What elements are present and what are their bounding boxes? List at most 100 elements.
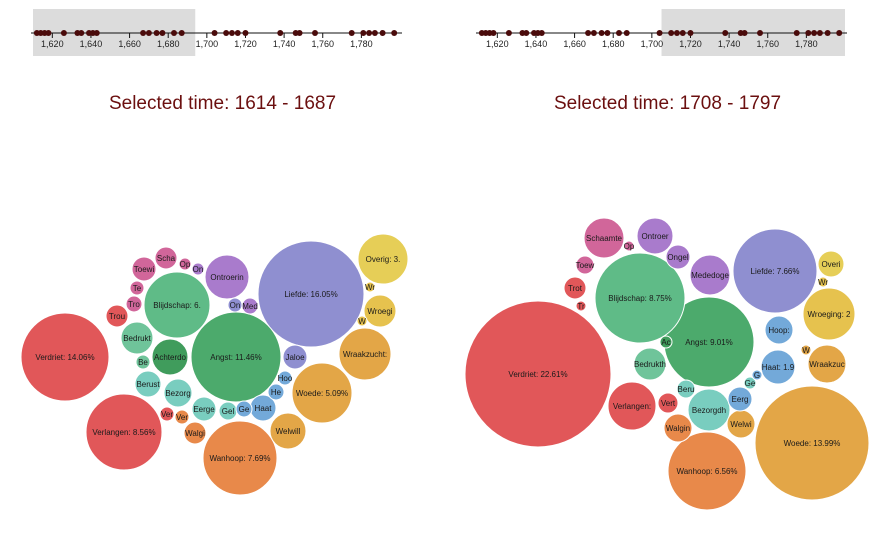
timeline-event-dot[interactable] — [312, 30, 319, 36]
bubble-circle[interactable] — [178, 257, 192, 271]
bubble-trouw[interactable]: Trou — [105, 304, 129, 328]
bubble-eergevoel[interactable]: Eerg — [727, 386, 753, 412]
bubble-circle[interactable] — [667, 431, 747, 511]
bubble-circle[interactable] — [154, 246, 178, 270]
bubble-circle[interactable] — [204, 254, 250, 300]
bubble-circle[interactable] — [135, 354, 151, 370]
bubble-trots[interactable]: Trot — [563, 276, 587, 300]
bubble-circle[interactable] — [594, 252, 686, 344]
timeline-event-dot[interactable] — [687, 30, 694, 36]
bubble-wrevel[interactable]: Wr — [364, 281, 376, 293]
timeline-event-dot[interactable] — [623, 30, 630, 36]
bubble-circle[interactable] — [235, 400, 253, 418]
bubble-toewijding[interactable]: Toew — [575, 255, 595, 275]
timeline-event-dot[interactable] — [45, 30, 52, 36]
bubble-beschaamdheid[interactable]: Be — [135, 354, 151, 370]
bubble-circle[interactable] — [663, 413, 693, 443]
bubble-circle[interactable] — [277, 370, 293, 386]
timeline-event-dot[interactable] — [805, 30, 812, 36]
bubble-circle[interactable] — [633, 347, 667, 381]
timeline-event-dot[interactable] — [60, 30, 67, 36]
bubble-verlangen[interactable]: Verlangen: — [607, 381, 657, 431]
bubble-bezorgdheid[interactable]: Bezorgdh — [687, 388, 731, 432]
timeline-event-dot[interactable] — [811, 30, 818, 36]
timeline-event-dot[interactable] — [616, 30, 623, 36]
bubble-circle[interactable] — [817, 250, 845, 278]
bubble-ontroering[interactable]: Ontroerin — [204, 254, 250, 300]
bubble-angst[interactable]: Angst: 11.46% — [190, 311, 282, 403]
bubble-circle[interactable] — [807, 344, 847, 384]
bubble-genegenheid[interactable]: Ge — [235, 400, 253, 418]
bubble-wroeging[interactable]: Wroegi — [363, 294, 397, 328]
bubble-haat[interactable]: Haat: 1.9 — [760, 349, 796, 385]
bubble-toewijding[interactable]: Toewi — [131, 256, 157, 282]
bubble-circle[interactable] — [151, 338, 189, 376]
timeline-event-dot[interactable] — [93, 30, 100, 36]
bubble-vertwijfeling[interactable]: Ver — [159, 406, 175, 422]
bubble-circle[interactable] — [191, 262, 205, 276]
timeline-event-dot[interactable] — [277, 30, 284, 36]
bubble-mededogen[interactable]: Med — [241, 297, 259, 315]
bubble-schaamte[interactable]: Schaamte — [583, 217, 625, 259]
bubble-circle[interactable] — [105, 304, 129, 328]
bubble-circle[interactable] — [85, 393, 163, 471]
bubble-bedruktheid[interactable]: Bedrukt — [120, 321, 154, 355]
bubble-welwillendheid[interactable]: Welwill — [269, 412, 307, 450]
bubble-circle[interactable] — [183, 421, 207, 445]
bubble-bedruktheid[interactable]: Bedrukth — [633, 347, 667, 381]
bubble-circle[interactable] — [743, 376, 757, 390]
timeline-event-dot[interactable] — [379, 30, 386, 36]
bubble-walging[interactable]: Walgi — [183, 421, 207, 445]
bubble-ongeluk[interactable]: On — [191, 262, 205, 276]
bubble-circle[interactable] — [357, 233, 409, 285]
bubble-circle[interactable] — [191, 396, 217, 422]
timeline-event-dot[interactable] — [223, 30, 230, 36]
bubble-circle[interactable] — [657, 392, 679, 414]
timeline-event-dot[interactable] — [140, 30, 147, 36]
bubble-circle[interactable] — [131, 256, 157, 282]
bubble-circle[interactable] — [125, 295, 143, 313]
bubble-woede[interactable]: Woede: 13.99% — [754, 385, 870, 501]
timeline-event-dot[interactable] — [296, 30, 303, 36]
bubble-woede[interactable]: Woede: 5.09% — [291, 362, 353, 424]
bubble-circle[interactable] — [583, 217, 625, 259]
timeline-event-dot[interactable] — [145, 30, 152, 36]
timeline-event-dot[interactable] — [234, 30, 241, 36]
bubble-ontgoocheling[interactable]: On — [227, 297, 243, 313]
bubble-wantrouwen[interactable]: W — [356, 315, 368, 327]
timeline-event-dot[interactable] — [824, 30, 831, 36]
timeline-event-dot[interactable] — [585, 30, 592, 36]
timeline-event-dot[interactable] — [722, 30, 729, 36]
bubble-circle[interactable] — [687, 388, 731, 432]
bubble-wanhoop[interactable]: Wanhoop: 6.56% — [667, 431, 747, 511]
bubble-teleurstelling[interactable]: Te — [129, 280, 145, 296]
bubble-schaamte[interactable]: Scha — [154, 246, 178, 270]
timeline-event-dot[interactable] — [836, 30, 843, 36]
bubble-circle[interactable] — [575, 255, 595, 275]
bubble-overig[interactable]: Overi — [817, 250, 845, 278]
bubble-achterdocht[interactable]: Achterdo — [151, 338, 189, 376]
bubble-circle[interactable] — [129, 280, 145, 296]
bubble-jaloezie[interactable]: Jaloe — [282, 344, 308, 370]
bubble-circle[interactable] — [754, 385, 870, 501]
bubble-welwillendheid[interactable]: Welwi — [726, 409, 756, 439]
bubble-circle[interactable] — [760, 349, 796, 385]
bubble-circle[interactable] — [291, 362, 353, 424]
bubble-circle[interactable] — [363, 294, 397, 328]
bubble-circle[interactable] — [623, 240, 635, 252]
timeline-event-dot[interactable] — [816, 30, 823, 36]
bubble-verdriet[interactable]: Verdriet: 14.06% — [20, 312, 110, 402]
timeline-event-dot[interactable] — [78, 30, 85, 36]
bubble-liefde[interactable]: Liefde: 16.05% — [257, 240, 365, 348]
timeline-event-dot[interactable] — [757, 30, 764, 36]
bubble-haat[interactable]: Haat — [249, 394, 277, 422]
bubble-walging[interactable]: Walgin — [663, 413, 693, 443]
timeline-event-dot[interactable] — [153, 30, 160, 36]
timeline-event-dot[interactable] — [360, 30, 367, 36]
bubble-wanhoop[interactable]: Wanhoop: 7.69% — [202, 420, 278, 496]
bubble-circle[interactable] — [802, 287, 856, 341]
bubble-circle[interactable] — [143, 271, 211, 339]
bubble-heimwee[interactable]: He — [267, 383, 285, 401]
bubble-berusting[interactable]: Beru — [676, 379, 696, 399]
bubble-circle[interactable] — [269, 412, 307, 450]
